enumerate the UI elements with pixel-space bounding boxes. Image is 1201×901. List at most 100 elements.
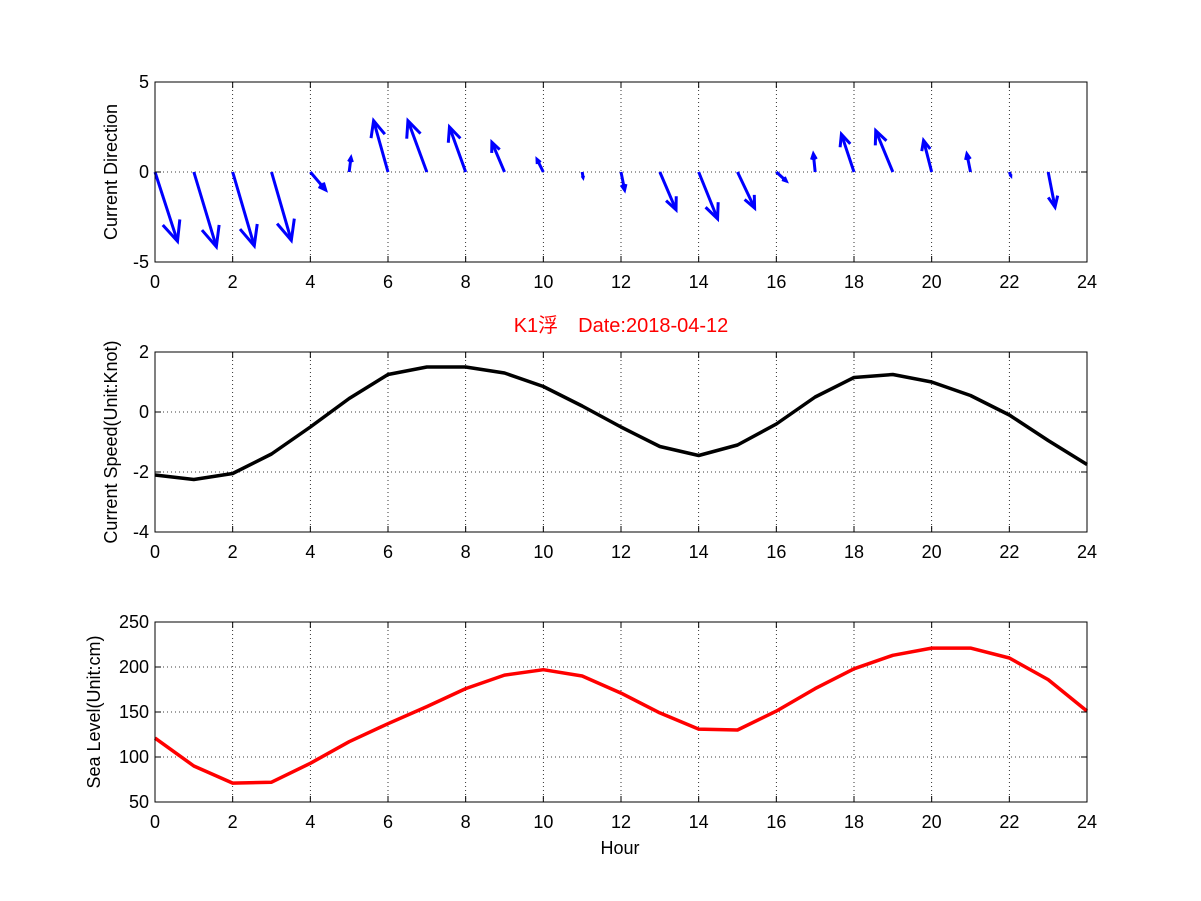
sea-level-y-tick-label: 150 [119,702,149,722]
current-direction-axes: Current Direction 0 2 4 6 8 10 12 14 16 18 20 22 245… [101,72,1097,292]
current-speed-y-tick-label: 2 [139,342,149,362]
current-direction-x-tick-label: 22 [999,272,1019,292]
current-direction-arrow-shaft [922,140,934,173]
current-speed-x-tick-label: 0 [150,542,160,562]
sea-level-x-tick-label: 22 [999,812,1019,832]
current-speed-y-tick-label: 0 [139,402,149,422]
current-direction-arrow-head [405,117,422,139]
current-direction-arrow-head [490,138,501,153]
sea-level-xlabel: Hour [600,838,639,858]
current-direction-arrow-head [964,150,972,161]
current-direction-x-tick-label: 2 [228,272,238,292]
current-direction-arrow-head [580,175,585,182]
current-speed-x-tick-label: 8 [461,542,471,562]
current-direction-arrow [405,117,429,173]
sea-level-y-tick-label: 250 [119,612,149,632]
current-direction-arrow-head [535,156,542,165]
current-direction-arrow [775,170,789,184]
current-direction-ylabel: Current Direction [101,104,121,240]
current-direction-arrow [658,171,678,214]
current-direction-arrow [270,171,296,244]
sea-level-x-tick-label: 8 [461,812,471,832]
current-direction-arrow [810,150,818,173]
current-direction-arrow-head [275,218,296,244]
current-speed-axes: Current Speed(Unit:Knot) 0 2 4 6 8 10 12 14 16 18… [101,340,1097,562]
current-direction-arrow [1046,171,1060,211]
current-direction-x-tick-label: 14 [689,272,709,292]
current-direction-arrow-head [743,194,757,212]
sea-level-x-tick-label: 10 [533,812,553,832]
current-speed-x-tick-label: 4 [305,542,315,562]
current-direction-arrow-head [347,153,354,163]
current-speed-x-tick-label: 18 [844,542,864,562]
sea-level-x-tick-label: 20 [922,812,942,832]
current-direction-arrow-shaft [697,171,719,220]
sea-level-x-tick-label: 2 [228,812,238,832]
current-direction-arrow [369,117,390,173]
current-direction-arrow [231,171,259,250]
current-direction-arrow-head [704,202,720,223]
current-direction-arrow-shaft [448,126,468,173]
current-direction-arrow [873,127,895,173]
current-direction-arrow [535,156,545,173]
current-direction-x-tick-label: 18 [844,272,864,292]
current-direction-arrow [490,138,506,173]
sea-level-y-tick-label: 50 [129,792,149,812]
current-direction-arrow [192,171,221,251]
current-direction-arrow-head [665,196,678,214]
sea-level-axes: Sea Level(Unit:cm) Hour 0 2 4 6 8 10 12 14 16 18 2… [84,612,1097,858]
current-direction-arrow [309,171,329,193]
current-direction-arrow-shaft [231,171,256,247]
sea-level-ylabel: Sea Level(Unit:cm) [84,635,104,788]
current-speed-x-tick-label: 10 [533,542,553,562]
figure-title: K1浮 Date:2018-04-12 [514,314,729,337]
current-direction-arrow-shaft [153,171,179,242]
current-direction-arrow [153,171,182,245]
current-direction-arrow-shaft [839,133,856,173]
current-direction-arrow-shaft [874,130,895,173]
current-direction-y-tick-label: -5 [133,252,149,272]
current-direction-arrow-shaft [406,120,429,173]
current-direction-arrow [920,136,934,173]
current-direction-arrow-shaft [736,171,756,209]
current-direction-x-tick-label: 16 [766,272,786,292]
current-direction-arrow-head [317,182,329,193]
current-direction-arrow [838,130,856,173]
current-direction-arrow-head [1046,195,1060,211]
current-direction-arrow-shaft [192,171,218,248]
current-direction-arrow-shaft [490,141,506,173]
current-direction-arrow [1007,171,1013,180]
current-speed-x-tick-label: 16 [766,542,786,562]
sea-level-x-tick-label: 0 [150,812,160,832]
current-speed-x-tick-label: 6 [383,542,393,562]
sea-level-y-tick-label: 100 [119,747,149,767]
current-direction-arrow-head [1008,173,1013,180]
current-speed-y-tick-label: -2 [133,462,149,482]
current-direction-x-tick-label: 12 [611,272,631,292]
current-speed-y-tick-label: -4 [133,522,149,542]
current-direction-arrow-head [161,219,182,245]
current-direction-x-tick-label: 0 [150,272,160,292]
current-speed-ylabel: Current Speed(Unit:Knot) [101,340,121,543]
current-direction-arrow [446,123,468,173]
current-speed-series-line [154,365,1088,482]
current-direction-arrow [619,171,628,194]
current-direction-x-tick-label: 24 [1077,272,1097,292]
current-direction-arrow-head [781,176,789,184]
sea-level-y-tick-label: 200 [119,657,149,677]
current-direction-arrow [347,153,354,173]
current-speed-x-tick-label: 22 [999,542,1019,562]
current-direction-arrow-head [200,224,221,251]
sea-level-x-tick-label: 18 [844,812,864,832]
sea-level-x-tick-label: 4 [305,812,315,832]
current-direction-arrow-head [920,136,932,152]
sea-level-series-line [153,646,1089,785]
current-direction-arrow [964,150,972,173]
current-direction-arrow [736,171,757,212]
current-direction-arrow-head [238,223,259,250]
current-direction-arrow-shaft [1046,171,1057,208]
current-direction-y-tick-label: 5 [139,72,149,92]
current-direction-x-tick-label: 10 [533,272,553,292]
current-direction-arrow-shaft [372,120,390,173]
